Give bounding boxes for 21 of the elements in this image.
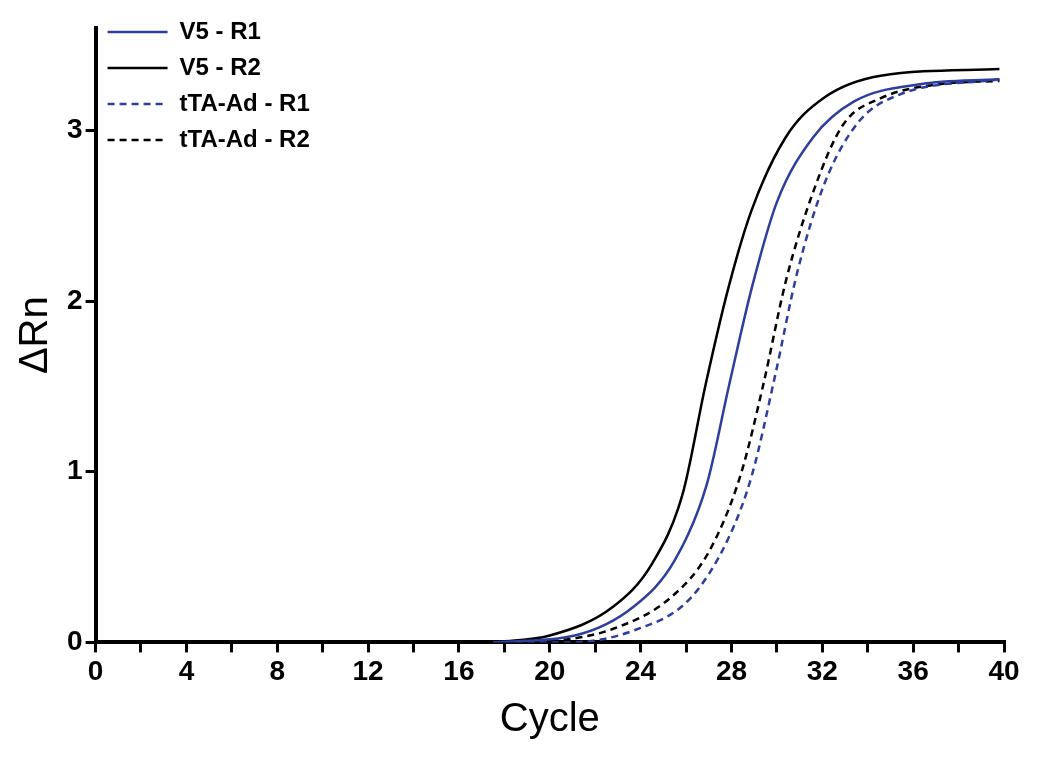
x-tick-label: 20	[534, 654, 566, 686]
x-tick-label: 12	[352, 654, 384, 686]
y-tick-label: 3	[66, 113, 83, 145]
x-tick-label: 24	[625, 654, 657, 686]
legend-label: tTA-Ad - R2	[179, 124, 310, 152]
y-axis-title: ΔRn	[11, 296, 56, 375]
legend-label: V5 - R1	[179, 16, 261, 44]
legend-label: V5 - R2	[179, 52, 261, 80]
x-tick-label: 40	[988, 654, 1020, 686]
x-tick-label: 8	[269, 654, 286, 686]
x-axis-title: Cycle	[499, 695, 600, 740]
x-tick-label: 16	[443, 654, 475, 686]
y-tick-label: 1	[66, 454, 83, 486]
x-tick-label: 4	[178, 654, 195, 686]
y-tick-label: 2	[66, 283, 83, 315]
x-tick-label: 32	[806, 654, 838, 686]
x-tick-label: 36	[897, 654, 929, 686]
y-tick-label: 0	[66, 625, 83, 657]
x-tick-label: 0	[87, 654, 104, 686]
legend-label: tTA-Ad - R1	[179, 88, 310, 116]
x-tick-label: 28	[715, 654, 748, 686]
